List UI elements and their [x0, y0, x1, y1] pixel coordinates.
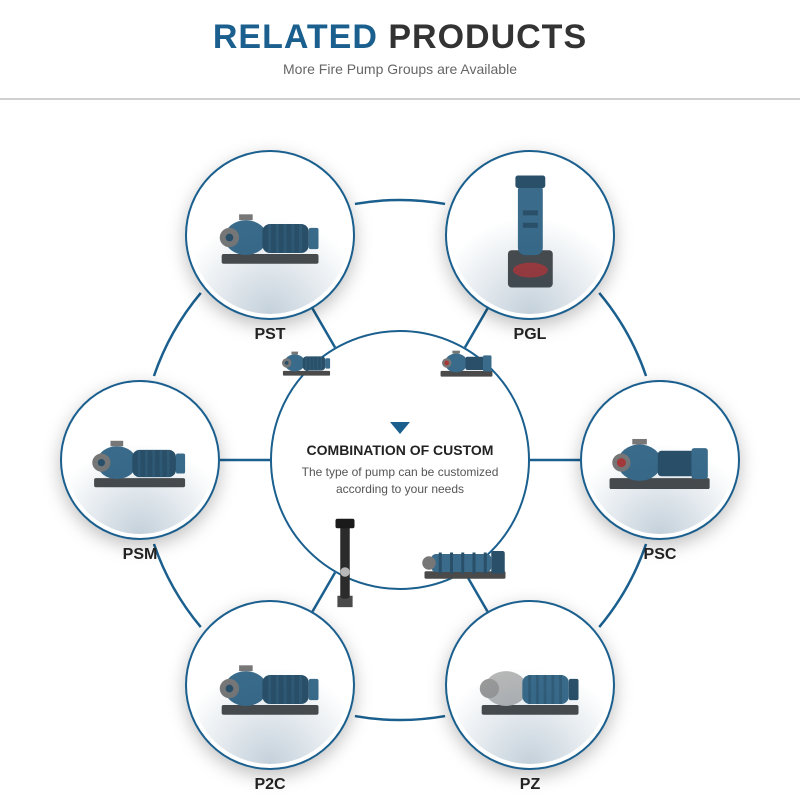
center-text: The type of pump can be customized accor…	[292, 464, 508, 498]
product-label-pgl: PGL	[490, 326, 570, 344]
pump-icon	[85, 417, 194, 503]
pump-icon	[435, 345, 498, 378]
product-node-p2c[interactable]	[185, 600, 355, 770]
product-node-pz[interactable]	[445, 600, 615, 770]
pump-icon	[325, 515, 365, 610]
title-word-b: PRODUCTS	[388, 18, 587, 56]
pump-icon	[605, 417, 714, 503]
center-mini-tr	[435, 345, 525, 405]
pump-icon	[275, 345, 338, 378]
pump-icon	[212, 640, 328, 731]
chevron-down-icon	[390, 422, 410, 434]
pump-icon	[493, 173, 568, 298]
product-label-psm: PSM	[100, 546, 180, 564]
page-title: RELATED PRODUCTS	[0, 18, 800, 57]
product-diagram: COMBINATION OF CUSTOM The type of pump c…	[0, 60, 800, 800]
center-mini-tl	[275, 345, 365, 405]
product-label-p2c: P2C	[230, 776, 310, 794]
pump-icon	[420, 530, 510, 590]
center-mini-br	[420, 530, 510, 590]
pump-icon	[212, 189, 328, 280]
product-node-pgl[interactable]	[445, 150, 615, 320]
product-label-pst: PST	[230, 326, 310, 344]
center-title: COMBINATION OF CUSTOM	[307, 442, 494, 458]
product-label-pz: PZ	[490, 776, 570, 794]
product-node-pst[interactable]	[185, 150, 355, 320]
pump-icon	[472, 640, 588, 731]
center-mini-bl	[325, 515, 365, 610]
title-word-a: RELATED	[213, 18, 378, 56]
product-node-psm[interactable]	[60, 380, 220, 540]
product-label-psc: PSC	[620, 546, 700, 564]
product-node-psc[interactable]	[580, 380, 740, 540]
